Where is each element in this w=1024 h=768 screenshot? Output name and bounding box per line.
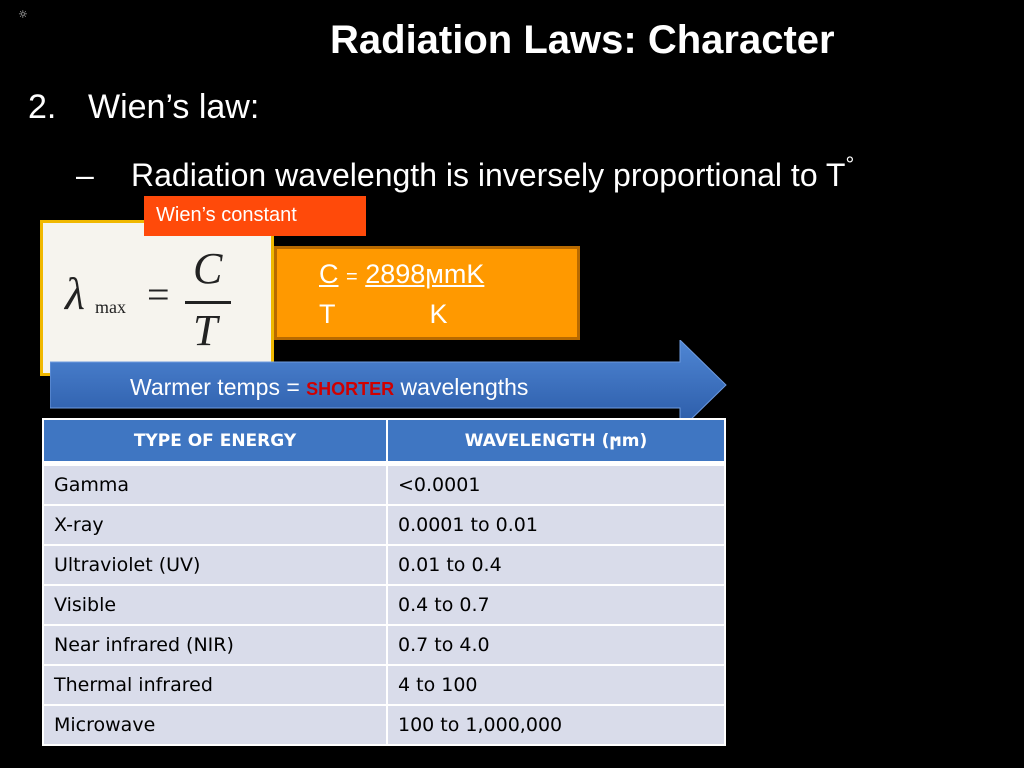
table-row: Ultraviolet (UV) 0.01 to 0.4 xyxy=(42,544,726,586)
arrow-text-after: wavelengths xyxy=(394,374,529,400)
energy-type-cell: Thermal infrared xyxy=(42,664,388,706)
slide-title: Radiation Laws: Character xyxy=(330,18,835,62)
wavelength-cell: 0.4 to 0.7 xyxy=(386,584,726,626)
wavelength-cell: 0.0001 to 0.01 xyxy=(386,504,726,546)
bullet-text: Wien’s law: xyxy=(88,88,260,126)
wavelength-cell: 0.7 to 4.0 xyxy=(386,624,726,666)
formula-lambda: λ xyxy=(65,268,85,319)
wavelength-cell: 0.01 to 0.4 xyxy=(386,544,726,586)
wavelength-cell: 100 to 1,000,000 xyxy=(386,704,726,746)
formula-denominator: T xyxy=(193,306,218,355)
energy-type-cell: Gamma xyxy=(42,462,388,506)
table-row: Gamma <0.0001 xyxy=(42,462,726,506)
energy-type-cell: Near infrared (NIR) xyxy=(42,624,388,666)
sub-bullet-inverse: – Radiation wavelength is inversely propo… xyxy=(76,152,854,194)
arrow-banner-text: Warmer temps = SHORTER wavelengths xyxy=(130,374,528,401)
right-arrow-banner xyxy=(50,340,727,430)
table-row: X-ray 0.0001 to 0.01 xyxy=(42,504,726,546)
constant-row-top: C = 2898ϻmK xyxy=(319,259,484,290)
formula-lambda-subscript: max xyxy=(95,297,126,317)
energy-type-cell: X-ray xyxy=(42,504,388,546)
energy-type-cell: Microwave xyxy=(42,704,388,746)
constant-k-symbol: K xyxy=(429,299,448,329)
formula-equals: = xyxy=(147,272,170,317)
formula-numerator: C xyxy=(193,244,223,293)
arrow-text-before: Warmer temps = xyxy=(130,374,307,400)
degree-symbol: ° xyxy=(845,152,855,177)
table-header-row: TYPE OF ENERGY WAVELENGTH (ϻm) xyxy=(42,418,726,465)
bullet-number: 2. xyxy=(28,88,57,126)
wien-constant-label: Wien’s constant xyxy=(144,196,366,236)
constant-c-symbol: C xyxy=(319,259,339,289)
constant-value: 2898ϻmK xyxy=(365,259,485,289)
energy-type-cell: Ultraviolet (UV) xyxy=(42,544,388,586)
formula-fraction-bar xyxy=(185,301,231,304)
header-wavelength: WAVELENGTH (ϻm) xyxy=(386,418,726,465)
table-row: Thermal infrared 4 to 100 xyxy=(42,664,726,706)
bullet-wiens-law: 2. Wien’s law: xyxy=(28,88,259,127)
wien-formula-image: λ max = C T xyxy=(40,220,274,376)
table-row: Near infrared (NIR) 0.7 to 4.0 xyxy=(42,624,726,666)
arrow-text-highlight: SHORTER xyxy=(306,379,395,399)
table-row: Visible 0.4 to 0.7 xyxy=(42,584,726,626)
header-type-of-energy: TYPE OF ENERGY xyxy=(42,418,388,465)
energy-wavelength-table: TYPE OF ENERGY WAVELENGTH (ϻm) Gamma <0.… xyxy=(42,418,726,746)
sub-bullet-dash: – xyxy=(76,157,94,193)
table-row: Microwave 100 to 1,000,000 xyxy=(42,704,726,746)
wavelength-cell: 4 to 100 xyxy=(386,664,726,706)
constant-t-symbol: T xyxy=(319,299,336,329)
sub-bullet-text: Radiation wavelength is inversely propor… xyxy=(131,157,846,193)
energy-type-cell: Visible xyxy=(42,584,388,626)
sun-icon: ☼ xyxy=(18,8,28,21)
wavelength-cell: <0.0001 xyxy=(386,462,726,506)
constant-equals: = xyxy=(346,266,358,288)
